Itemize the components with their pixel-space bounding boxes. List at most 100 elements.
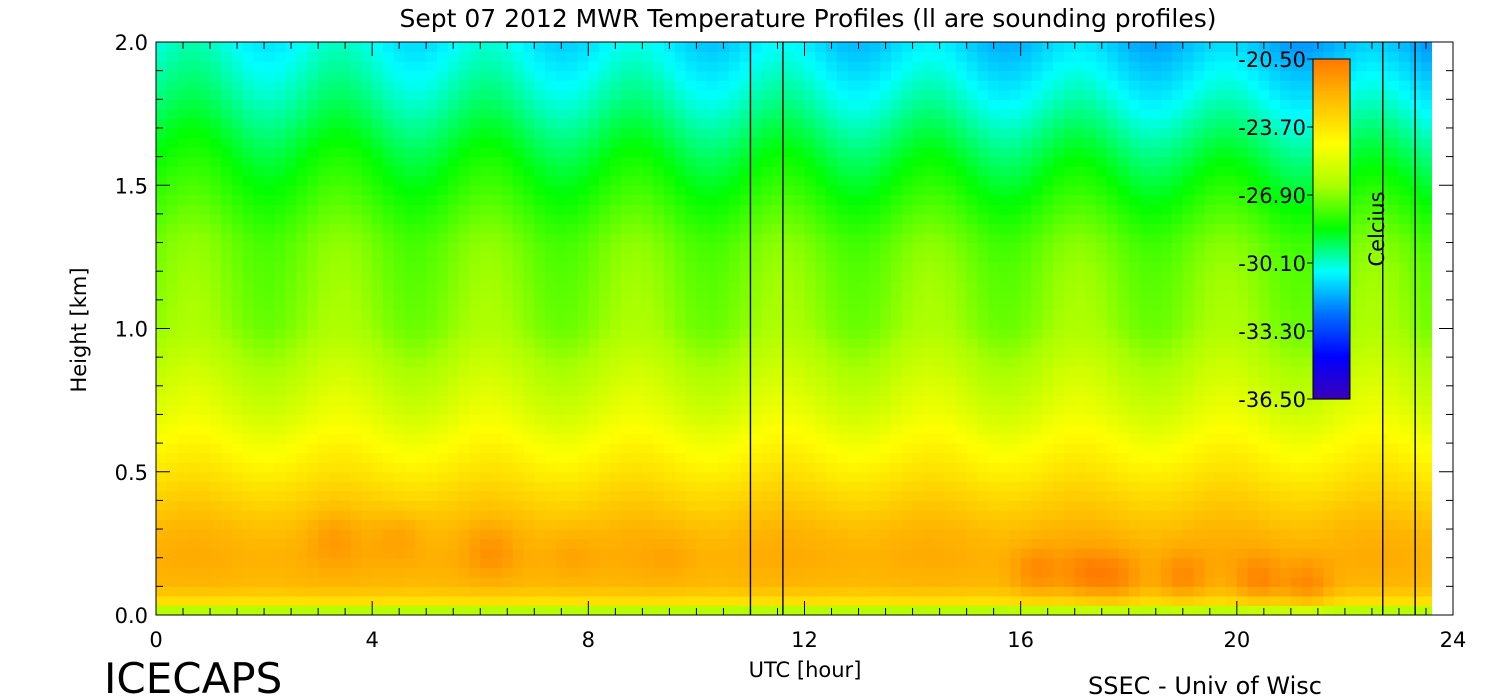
heatmap-cell: [999, 538, 1011, 549]
heatmap-cell: [966, 385, 979, 396]
heatmap-cell: [912, 347, 924, 358]
heatmap-cell: [631, 595, 643, 607]
heatmap-cell: [815, 51, 827, 62]
heatmap-cell: [815, 529, 827, 540]
heatmap-cell: [847, 576, 860, 587]
heatmap-cell: [880, 147, 892, 158]
heatmap-cell: [199, 548, 211, 559]
heatmap-cell: [361, 89, 373, 100]
heatmap-cell: [588, 318, 600, 330]
heatmap-cell: [545, 595, 557, 607]
heatmap-cell: [577, 280, 589, 291]
heatmap-cell: [988, 395, 1000, 406]
heatmap-cell: [361, 318, 373, 330]
heatmap-cell: [382, 462, 395, 473]
heatmap-cell: [534, 61, 546, 72]
heatmap-cell: [242, 99, 254, 110]
heatmap-cell: [566, 586, 579, 597]
heatmap-cell: [350, 567, 362, 578]
heatmap-cell: [318, 61, 330, 72]
heatmap-cell: [415, 185, 427, 196]
heatmap-cell: [826, 443, 838, 454]
heatmap-cell: [642, 462, 654, 473]
heatmap-cell: [177, 147, 190, 158]
heatmap-cell: [318, 137, 330, 148]
heatmap-cell: [620, 366, 633, 377]
heatmap-cell: [804, 605, 816, 615]
heatmap-cell: [447, 147, 460, 158]
heatmap-cell: [934, 185, 946, 196]
heatmap-cell: [177, 252, 190, 263]
heatmap-cell: [793, 61, 806, 72]
heatmap-cell: [674, 89, 687, 100]
heatmap-cell: [869, 51, 881, 62]
heatmap-cell: [761, 194, 773, 205]
heatmap-cell: [339, 242, 352, 253]
heatmap-cell: [512, 51, 525, 62]
heatmap-cell: [501, 175, 514, 186]
heatmap-cell: [826, 252, 838, 263]
heatmap-cell: [264, 357, 276, 368]
heatmap-cell: [1009, 567, 1022, 578]
heatmap-cell: [750, 61, 762, 72]
heatmap-cell: [955, 424, 968, 435]
heatmap-cell: [631, 70, 643, 81]
heatmap-cell: [361, 194, 373, 205]
heatmap-cell: [307, 299, 319, 310]
heatmap-cell: [880, 242, 892, 253]
heatmap-cell: [210, 204, 222, 215]
heatmap-cell: [523, 414, 535, 425]
heatmap-cell: [728, 318, 741, 330]
heatmap-cell: [642, 567, 654, 578]
heatmap-cell: [858, 156, 870, 167]
heatmap-cell: [415, 166, 427, 177]
heatmap-cell: [555, 147, 568, 158]
heatmap-cell: [404, 433, 416, 444]
heatmap-cell: [815, 595, 827, 607]
heatmap-cell: [685, 252, 698, 263]
heatmap-cell: [242, 548, 254, 559]
heatmap-cell: [177, 61, 190, 72]
heatmap-cell: [404, 557, 416, 568]
heatmap-cell: [815, 424, 827, 435]
heatmap-cell: [210, 261, 222, 272]
heatmap-cell: [793, 404, 806, 416]
heatmap-cell: [1009, 509, 1022, 521]
heatmap-cell: [718, 433, 730, 444]
heatmap-cell: [199, 490, 211, 501]
heatmap-cell: [999, 481, 1011, 492]
heatmap-cell: [707, 280, 719, 291]
heatmap-cell: [847, 500, 860, 511]
heatmap-cell: [653, 557, 665, 568]
heatmap-cell: [1020, 280, 1033, 291]
heatmap-cell: [318, 338, 330, 349]
heatmap-cell: [501, 127, 514, 139]
heatmap-cell: [469, 548, 481, 559]
heatmap-cell: [545, 318, 557, 330]
heatmap-cell: [588, 252, 600, 263]
heatmap-cell: [945, 252, 957, 263]
heatmap-cell: [274, 462, 287, 473]
heatmap-cell: [274, 500, 287, 511]
heatmap-cell: [739, 338, 752, 349]
heatmap-cell: [393, 433, 406, 444]
heatmap-cell: [955, 108, 968, 119]
heatmap-cell: [642, 309, 654, 320]
heatmap-cell: [804, 233, 816, 244]
heatmap-cell: [620, 204, 633, 215]
heatmap-cell: [1042, 376, 1054, 387]
heatmap-cell: [577, 328, 589, 339]
heatmap-cell: [210, 347, 222, 358]
heatmap-cell: [199, 194, 211, 205]
heatmap-cell: [663, 271, 676, 282]
heatmap-cell: [696, 557, 708, 568]
heatmap-cell: [761, 347, 773, 358]
heatmap-cell: [847, 586, 860, 597]
heatmap-cell: [166, 586, 179, 597]
heatmap-cell: [350, 395, 362, 406]
heatmap-cell: [512, 99, 525, 110]
heatmap-cell: [199, 414, 211, 425]
heatmap-cell: [512, 424, 525, 435]
heatmap-cell: [296, 557, 308, 568]
heatmap-cell: [307, 127, 319, 139]
